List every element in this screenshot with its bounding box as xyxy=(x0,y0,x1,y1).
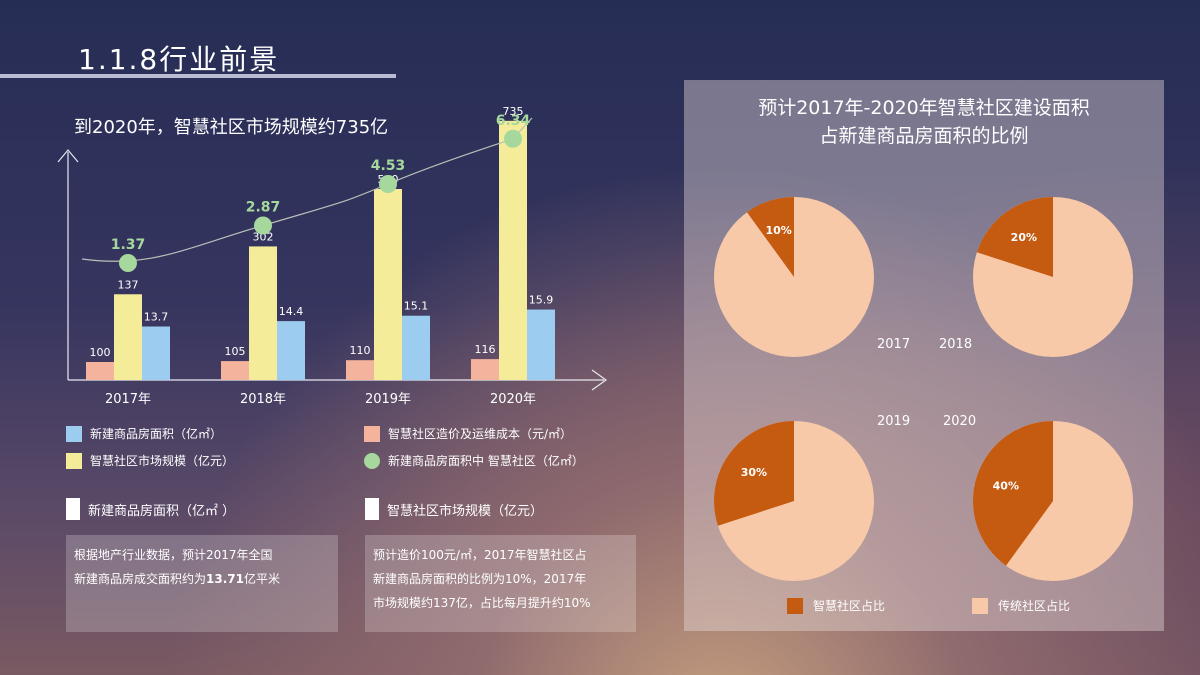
bar-cost-2019 xyxy=(346,360,374,380)
pie-legend-smart-label: 智慧社区占比 xyxy=(813,599,886,613)
pie-smart-2017 xyxy=(746,197,794,277)
note-left-line2-text: 新建商品房成交面积约为 xyxy=(74,572,207,586)
page-title: 1.1.8行业前景 xyxy=(78,43,280,76)
pie-legend-smart-swatch xyxy=(787,597,803,614)
pie-year-2018: 2018 xyxy=(939,337,973,352)
bar-cost-label-2018: 105 xyxy=(225,345,246,358)
bar-market-2017 xyxy=(114,294,142,380)
legend-cost: 智慧社区造价及运维成本（元/㎡） xyxy=(364,425,572,442)
x-tick-2020: 2020年 xyxy=(490,392,536,407)
bar-area-2019 xyxy=(402,315,430,380)
legend-cost-label: 智慧社区造价及运维成本（元/㎡） xyxy=(388,427,573,441)
bar-area-label-2020: 15.9 xyxy=(529,294,554,307)
y-axis-arrow xyxy=(57,149,79,163)
note-left-value: 13.71 xyxy=(206,572,244,586)
share-point-2018 xyxy=(254,216,272,235)
bar-area-2020 xyxy=(527,309,555,380)
pie-panel: 预计2017年-2020年智慧社区建设面积 占新建商品房面积的比例 10% 20%… xyxy=(684,80,1164,631)
bar-area-2017 xyxy=(142,326,170,380)
note-left-line1: 根据地产行业数据，预计2017年全国 xyxy=(74,548,273,562)
share-point-2019 xyxy=(379,175,397,193)
pie-label-2020: 40% xyxy=(993,480,1019,493)
bar-cost-label-2020: 116 xyxy=(475,343,496,356)
pie-legend-traditional-label: 传统社区占比 xyxy=(998,599,1071,613)
bar-market-2019 xyxy=(374,189,402,380)
pie-label-2018: 20% xyxy=(1011,231,1037,244)
legend-area-swatch xyxy=(66,425,82,442)
pie-title-line2: 占新建商品房面积的比例 xyxy=(819,125,1029,147)
pie-year-2017: 2017 xyxy=(877,337,911,352)
x-tick-2017: 2017年 xyxy=(105,392,151,407)
chart-subtitle: 到2020年，智慧社区市场规模约735亿 xyxy=(74,117,389,138)
legend-market: 智慧社区市场规模（亿元） xyxy=(66,452,234,469)
share-point-2017 xyxy=(119,254,137,272)
pie-legend-smart: 智慧社区占比 xyxy=(787,597,885,614)
note-right-header-label: 智慧社区市场规模（亿元） xyxy=(387,503,544,519)
bar-area-label-2017: 13.7 xyxy=(144,311,169,324)
legend-cost-swatch xyxy=(364,425,380,442)
pie-panel-title: 预计2017年-2020年智慧社区建设面积 占新建商品房面积的比例 xyxy=(684,94,1164,150)
note-right-line1: 预计造价100元/㎡，2017年智慧社区占 xyxy=(373,548,587,562)
pie-smart-2018 xyxy=(976,197,1053,277)
x-tick-2019: 2019年 xyxy=(365,392,411,407)
x-axis-arrow xyxy=(591,369,608,391)
share-trend-line xyxy=(81,117,533,262)
pie-smart-2020 xyxy=(973,421,1053,566)
share-label-2020: 6.34 xyxy=(496,113,531,129)
pie-label-2019: 30% xyxy=(741,466,767,479)
bar-cost-2020 xyxy=(471,359,499,380)
title-underline xyxy=(0,74,396,78)
bar-market-label-2017: 137 xyxy=(118,278,139,291)
bar-cost-label-2019: 110 xyxy=(350,344,371,357)
x-tick-2018: 2018年 xyxy=(240,392,286,407)
note-right-line3: 市场规模约137亿，占比每月提升约10% xyxy=(373,596,591,610)
share-point-2020 xyxy=(504,129,522,148)
note-right-header: 智慧社区市场规模（亿元） xyxy=(365,498,543,520)
bar-cost-2018 xyxy=(221,361,249,380)
note-left-box: 根据地产行业数据，预计2017年全国 新建商品房成交面积约为13.71亿平米 xyxy=(66,535,338,632)
pie-title-line1: 预计2017年-2020年智慧社区建设面积 xyxy=(758,97,1090,119)
pie-label-2017: 10% xyxy=(766,224,792,237)
note-right-box: 预计造价100元/㎡，2017年智慧社区占 新建商品房面积的比例为10%，201… xyxy=(365,535,636,632)
bar-cost-label-2017: 100 xyxy=(90,346,111,359)
bar-market-label-2020: 735 xyxy=(503,105,524,118)
bar-area-label-2018: 14.4 xyxy=(279,305,304,318)
note-left-line2: 新建商品房成交面积约为13.71亿平米 xyxy=(74,567,330,591)
share-label-2017: 1.37 xyxy=(111,237,146,253)
legend-share-label: 新建商品房面积中 智慧社区（亿㎡） xyxy=(388,454,584,468)
note-left-header-label: 新建商品房面积（亿㎡ ） xyxy=(88,503,236,519)
share-label-2018: 2.87 xyxy=(246,200,281,216)
legend-market-label: 智慧社区市场规模（亿元） xyxy=(90,454,235,468)
pie-legend-traditional: 传统社区占比 xyxy=(972,597,1070,614)
bar-market-2020 xyxy=(499,120,527,380)
note-left-header: 新建商品房面积（亿㎡ ） xyxy=(66,498,235,520)
legend-market-swatch xyxy=(66,452,82,469)
share-label-2019: 4.53 xyxy=(371,158,406,174)
bar-market-label-2018: 302 xyxy=(253,230,274,243)
bar-chart: 10013713.72017年10530214.42018年11050015.1… xyxy=(57,105,608,407)
note-left-unit: 亿平米 xyxy=(243,572,280,586)
pie-charts: 10% 20% 30% 40% xyxy=(714,197,1133,581)
note-right-marker xyxy=(365,498,379,520)
bar-area-label-2019: 15.1 xyxy=(404,300,429,313)
note-left-marker xyxy=(66,498,80,520)
legend-share-dot xyxy=(364,452,380,469)
legend-share: 新建商品房面积中 智慧社区（亿㎡） xyxy=(364,452,584,469)
bar-area-2018 xyxy=(277,321,305,380)
pie-year-2019: 2019 xyxy=(877,414,911,429)
note-right-line2: 新建商品房面积的比例为10%，2017年 xyxy=(373,572,587,586)
bar-cost-2017 xyxy=(86,362,114,380)
pie-smart-2019 xyxy=(714,421,794,526)
pie-year-2020: 2020 xyxy=(943,414,977,429)
legend-area: 新建商品房面积（亿㎡） xyxy=(66,425,222,442)
bar-market-2018 xyxy=(249,246,277,380)
pie-legend-traditional-swatch xyxy=(972,597,988,614)
legend-area-label: 新建商品房面积（亿㎡） xyxy=(90,427,223,441)
